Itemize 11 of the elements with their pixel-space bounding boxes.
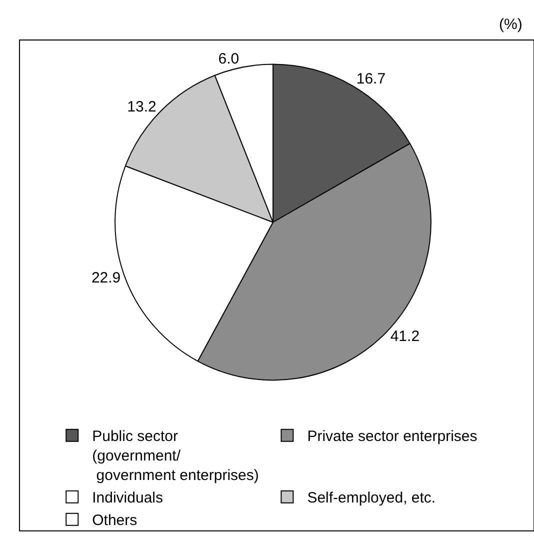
data-label: 41.2 xyxy=(390,328,420,346)
text: (%) xyxy=(499,16,522,33)
data-label: 6.0 xyxy=(218,50,240,68)
legend-label: Individuals xyxy=(92,490,164,507)
legend-label: Self-employed, etc. xyxy=(307,490,436,507)
legend-label: Public sector (government/ government enterprises) xyxy=(92,428,259,484)
data-label: 13.2 xyxy=(127,98,156,116)
data-label: 16.7 xyxy=(356,70,386,88)
legend-label: Others xyxy=(92,512,138,530)
data-label: 22.9 xyxy=(91,270,121,287)
legend-label: Private sector enterprises xyxy=(307,428,478,446)
